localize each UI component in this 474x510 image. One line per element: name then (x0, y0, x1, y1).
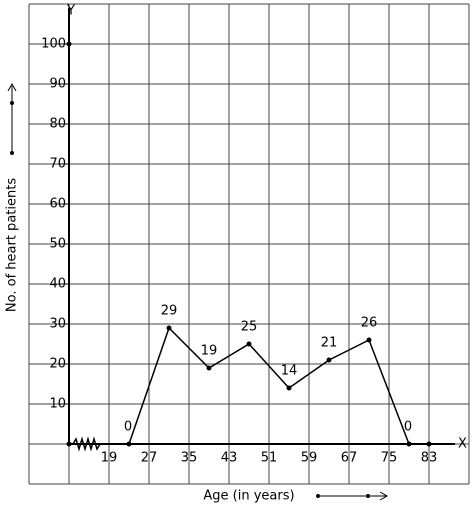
axis-dot (426, 441, 432, 447)
data-point (166, 325, 172, 331)
y-tick-label: 30 (49, 317, 66, 332)
data-point (286, 385, 292, 391)
x-tick-label: 75 (381, 451, 398, 466)
y-tick-label: 90 (49, 77, 66, 92)
y-tick-label: 40 (49, 277, 66, 292)
data-label: 25 (241, 320, 258, 335)
x-tick-label: 67 (341, 451, 358, 466)
x-tick-label: 43 (221, 451, 238, 466)
grid (28, 3, 470, 485)
data-point (206, 365, 212, 371)
y-tick-label: 60 (49, 197, 66, 212)
y-tick-label: 20 (49, 357, 66, 372)
x-tick-label: 27 (141, 451, 158, 466)
y-tick-label: 80 (49, 117, 66, 132)
x-tick-label: 19 (101, 451, 118, 466)
origin-dot (66, 441, 72, 447)
data-label: 29 (161, 304, 178, 319)
y-arrow (7, 82, 17, 155)
data-label: 26 (361, 316, 378, 331)
x-arrow (316, 491, 389, 501)
data-point (366, 337, 372, 343)
y-tick-label: 100 (41, 37, 66, 52)
data-label: 14 (281, 364, 298, 379)
y-tick-label: 70 (49, 157, 66, 172)
data-label: 0 (124, 420, 132, 435)
x-axis-name: X (458, 437, 467, 452)
data-label: 0 (404, 420, 412, 435)
x-axis-label: Age (in years) (203, 489, 294, 504)
data-line (128, 326, 410, 445)
x-tick-label: 59 (301, 451, 318, 466)
data-point (326, 357, 332, 363)
x-tick-label: 83 (421, 451, 438, 466)
axis-break (72, 436, 101, 452)
y-axis-label: No. of heart patients (5, 178, 20, 312)
data-point (246, 341, 252, 347)
x-tick-label: 35 (181, 451, 198, 466)
data-point (406, 441, 412, 447)
y-tick-label: 10 (49, 397, 66, 412)
x-tick-label: 51 (261, 451, 278, 466)
data-label: 21 (321, 336, 338, 351)
data-label: 19 (201, 344, 218, 359)
y-tick-label: 50 (49, 237, 66, 252)
data-point (126, 441, 132, 447)
y-axis-name: Y (66, 4, 75, 19)
